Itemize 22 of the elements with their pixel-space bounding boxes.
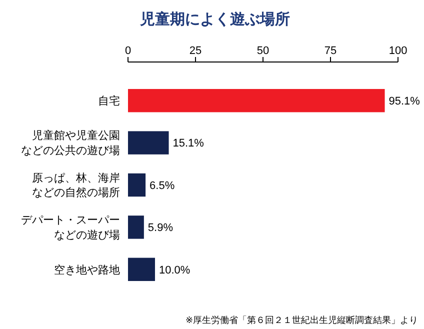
bar (128, 258, 155, 282)
text: ※厚生労働省「第６回２１世紀出生児縦断調査結果」より (185, 315, 418, 326)
bar (128, 131, 169, 154)
bar (128, 216, 144, 239)
data-label: 6.5% (150, 180, 175, 192)
data-label: 5.9% (148, 222, 174, 234)
y-tick-label: 自宅 (98, 94, 120, 108)
x-tick-label: 100 (388, 45, 408, 57)
data-label: 95.1% (388, 95, 420, 108)
bar (128, 88, 385, 112)
y-tick-label: 空き地や路地 (54, 263, 120, 276)
y-tick-label: デパート・スーパーなどの遊び場 (21, 214, 120, 242)
data-label: 10.0% (159, 264, 190, 276)
x-tick-label: 50 (256, 45, 270, 57)
chart-title: 児童期によく遊ぶ場所 (139, 10, 290, 28)
y-tick-label: 児童館や児童公園などの公共の遊び場 (21, 129, 120, 157)
data-label: 15.1% (172, 138, 204, 150)
x-tick-label: 0 (124, 45, 132, 57)
y-tick-label: 原っぱ、林、海岸などの自然の場所 (32, 171, 120, 200)
x-tick-label: 25 (189, 45, 202, 57)
bar (128, 173, 146, 197)
x-tick-label: 75 (324, 45, 337, 57)
